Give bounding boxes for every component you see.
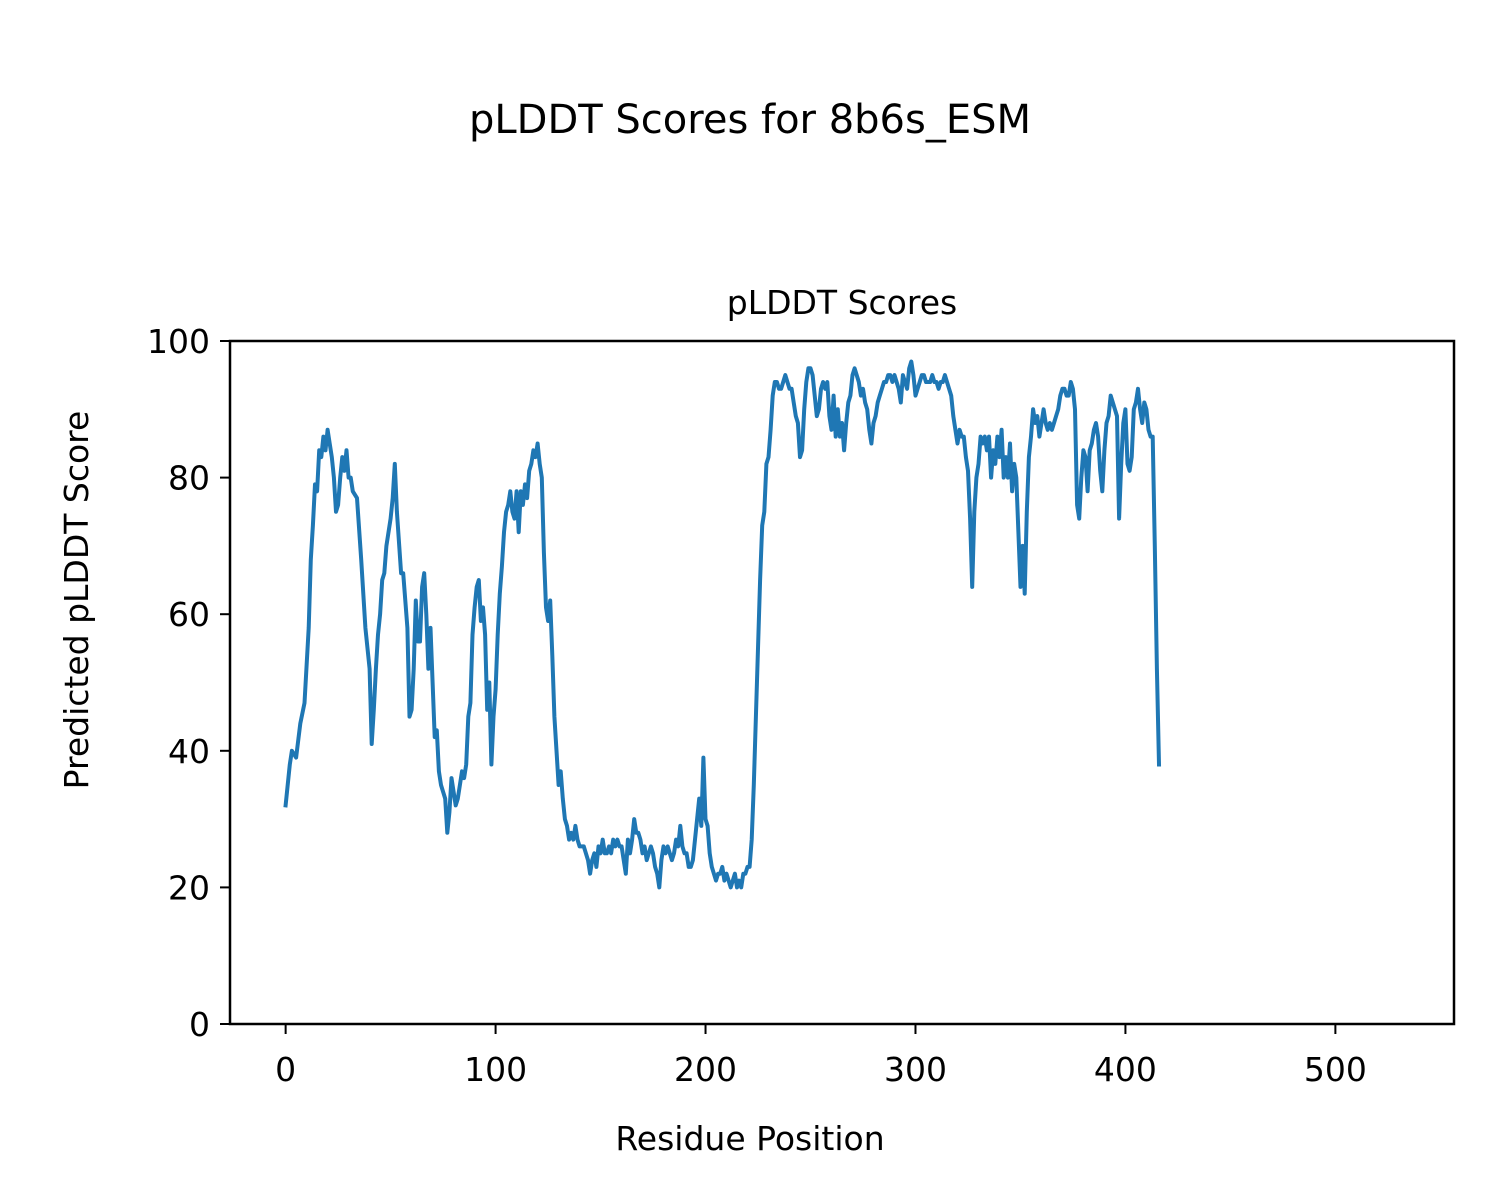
y-tick-label: 20 (168, 868, 210, 907)
x-tick-label: 300 (884, 1050, 947, 1089)
chart-title: pLDDT Scores (727, 283, 957, 322)
x-tick-label: 0 (275, 1050, 296, 1089)
x-tick-label: 200 (674, 1050, 737, 1089)
figure-suptitle: pLDDT Scores for 8b6s_ESM (469, 97, 1031, 143)
y-axis-label: Predicted pLDDT Score (57, 411, 96, 790)
y-tick-label: 100 (147, 322, 210, 361)
plddt-series-line (283, 359, 1162, 890)
axes-frame (228, 339, 1456, 1026)
y-tick-label: 0 (189, 1005, 210, 1044)
y-tick-label: 60 (168, 595, 210, 634)
x-axis-label: Residue Position (615, 1119, 884, 1158)
x-tick-label: 400 (1094, 1050, 1157, 1089)
x-tick-label: 100 (464, 1050, 527, 1089)
y-tick-label: 40 (168, 732, 210, 771)
y-tick-label: 80 (168, 459, 210, 498)
x-tick-label: 500 (1304, 1050, 1367, 1089)
